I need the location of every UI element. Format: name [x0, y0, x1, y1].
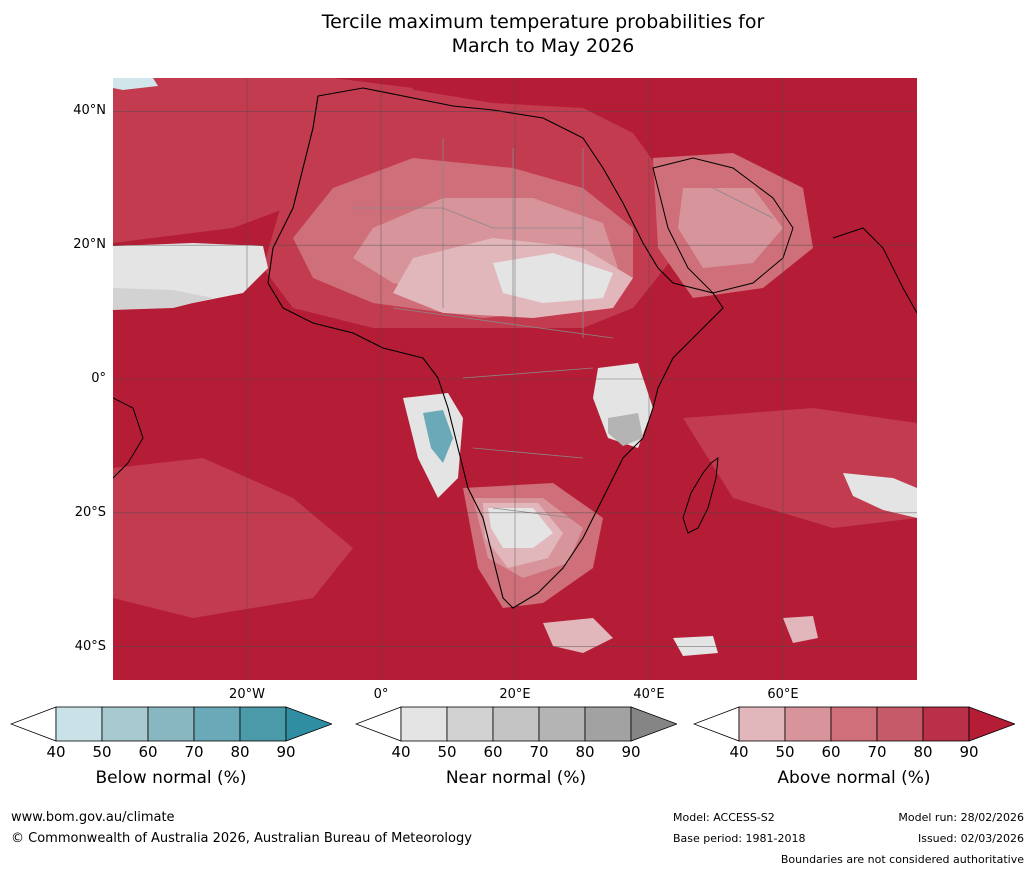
lon-label-60e: 60°E — [767, 687, 799, 702]
colorbar-near-title: Near normal (%) — [445, 768, 587, 788]
chart-title-line2: March to May 2026 — [451, 35, 635, 57]
colorbar-extend-high — [285, 706, 332, 742]
colorbar-below-normal: 40 50 60 70 80 90 Below normal (%) — [10, 706, 332, 806]
colorbar-tick: 50 — [437, 743, 457, 761]
colorbar-tick: 90 — [276, 743, 296, 761]
colorbar-near-normal: 40 50 60 70 80 90 Near normal (%) — [355, 706, 677, 806]
colorbar-below-normal-swatches — [10, 706, 332, 742]
colorbar-tick: 70 — [184, 743, 204, 761]
colorbar-above-normal: 40 50 60 70 80 90 Above normal (%) — [693, 706, 1015, 806]
colorbar-swatch — [446, 706, 494, 742]
colorbar-tick: 40 — [391, 743, 411, 761]
east-africa-gray — [608, 413, 643, 446]
colorbar-tick: 50 — [92, 743, 112, 761]
lat-label-20n: 20°N — [73, 237, 106, 252]
colorbar-tick: 60 — [483, 743, 503, 761]
colorbar-extend-high — [630, 706, 677, 742]
colorbar-swatch — [784, 706, 832, 742]
colorbar-swatch — [239, 706, 287, 742]
colorbar-swatch — [400, 706, 448, 742]
colorbar-swatch — [538, 706, 586, 742]
chart-title: Tercile maximum temperature probabilitie… — [0, 10, 1035, 58]
africa-coastline — [267, 87, 724, 609]
footer-disclaimer: Boundaries are not considered authoritat… — [780, 853, 1024, 866]
colorbar-extend-high — [968, 706, 1015, 742]
colorbar-swatch — [193, 706, 241, 742]
colorbar-below-title: Below normal (%) — [95, 768, 247, 788]
colorbar-extend-low — [10, 706, 57, 742]
colorbar-tick: 40 — [46, 743, 66, 761]
southern-ocean-patch-1 — [543, 618, 613, 653]
lat-label-20s: 20°S — [74, 505, 106, 520]
footer-model: Model: ACCESS-S2 — [673, 811, 775, 824]
footer-model-run: Model run: 28/02/2026 — [898, 811, 1024, 824]
colorbar-tick: 50 — [775, 743, 795, 761]
atlantic-near-normal — [113, 243, 268, 303]
indian-ocean-near-normal — [843, 473, 917, 518]
india-coastline — [832, 227, 917, 314]
colorbar-tick: 70 — [529, 743, 549, 761]
colorbar-tick: 60 — [138, 743, 158, 761]
atlantic-near-normal-60 — [113, 288, 213, 310]
lat-label-40n: 40°N — [73, 103, 106, 118]
madagascar-coastline — [682, 456, 719, 534]
colorbar-swatch — [584, 706, 632, 742]
colorbar-swatch — [101, 706, 149, 742]
graticule — [113, 78, 917, 680]
southern-ocean-patch-2 — [673, 636, 718, 656]
lat-label-40s: 40°S — [74, 639, 106, 654]
chart-title-line1: Tercile maximum temperature probabilitie… — [321, 11, 765, 33]
colorbar-extend-low — [693, 706, 740, 742]
colorbar-near-normal-swatches — [355, 706, 677, 742]
colorbar-tick: 90 — [959, 743, 979, 761]
angola-below-normal — [423, 410, 453, 463]
colorbar-swatch — [492, 706, 540, 742]
probability-map — [113, 78, 917, 680]
atlantic-below-normal-speck — [113, 78, 158, 90]
colorbar-tick: 80 — [575, 743, 595, 761]
south-america-coastline — [113, 397, 144, 479]
colorbar-swatch — [55, 706, 103, 742]
footer-copyright: © Commonwealth of Australia 2026, Austra… — [11, 831, 472, 846]
lon-label-20e: 20°E — [499, 687, 531, 702]
southern-ocean-patch-3 — [783, 616, 818, 643]
lon-label-40e: 40°E — [633, 687, 665, 702]
map-panel — [113, 78, 917, 680]
footer-url[interactable]: www.bom.gov.au/climate — [11, 810, 175, 825]
colorbar-tick: 70 — [867, 743, 887, 761]
arabia-60 — [678, 188, 783, 268]
colorbar-tick: 40 — [729, 743, 749, 761]
atlantic-sw-band — [113, 458, 353, 618]
colorbar-tick: 80 — [230, 743, 250, 761]
colorbar-swatch — [738, 706, 786, 742]
colorbar-above-normal-swatches — [693, 706, 1015, 742]
colorbar-above-title: Above normal (%) — [777, 768, 931, 788]
colorbar-swatch — [147, 706, 195, 742]
lon-label-20w: 20°W — [229, 687, 265, 702]
colorbar-extend-low — [355, 706, 402, 742]
colorbar-tick: 80 — [913, 743, 933, 761]
colorbar-swatch — [876, 706, 924, 742]
lon-label-0: 0° — [373, 687, 389, 702]
colorbar-swatch — [830, 706, 878, 742]
footer-base-period: Base period: 1981-2018 — [673, 832, 806, 845]
kalahari-near-normal — [488, 508, 553, 548]
colorbar-swatch — [922, 706, 970, 742]
lat-label-equator: 0° — [91, 371, 106, 386]
colorbar-tick: 60 — [821, 743, 841, 761]
colorbar-tick: 90 — [621, 743, 641, 761]
footer-issued: Issued: 02/03/2026 — [917, 832, 1024, 845]
